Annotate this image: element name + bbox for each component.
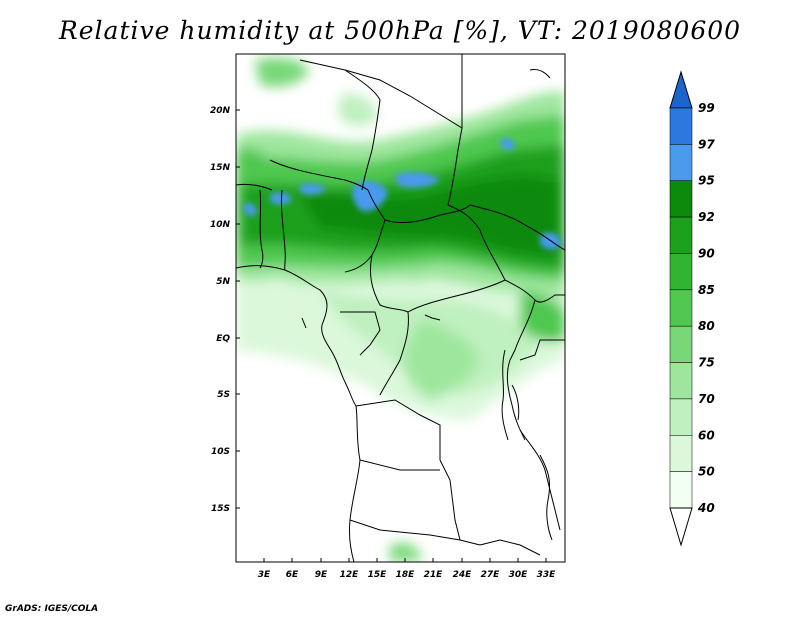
lat-tick-label: 10N (210, 220, 231, 230)
colorbar-label: 95 (698, 174, 715, 188)
map-title: Relative humidity at 500hPa [%], VT: 201… (58, 16, 742, 45)
colorbar-box (669, 289, 693, 327)
lat-axis: 20N 15N 10N 5N EQ 5S 10S 15S (210, 106, 240, 514)
colorbar: 99 97 95 92 90 85 80 75 70 60 50 40 (669, 70, 715, 547)
colorbar-box (669, 107, 693, 145)
lon-tick-label: 12E (340, 570, 360, 580)
lon-tick-label: 24E (453, 570, 473, 580)
lat-tick-label: 5S (217, 390, 230, 400)
colorbar-box (669, 180, 693, 218)
colorbar-top-arrow (669, 70, 693, 109)
colorbar-label: 92 (698, 210, 715, 224)
footer-credit: GrADS: IGES/COLA (5, 604, 99, 614)
colorbar-label: 70 (698, 392, 715, 406)
colorbar-label: 50 (698, 465, 715, 479)
colorbar-box (669, 253, 693, 291)
lat-tick-label: EQ (216, 334, 230, 344)
colorbar-label: 97 (698, 137, 715, 151)
colorbar-box (669, 471, 693, 509)
colorbar-box (669, 398, 693, 436)
lat-tick-label: 10S (211, 447, 230, 457)
lat-tick-label: 5N (216, 277, 230, 287)
colorbar-box (669, 435, 693, 472)
lon-tick-label: 18E (396, 570, 416, 580)
colorbar-box (669, 216, 693, 254)
colorbar-label: 80 (698, 319, 715, 333)
colorbar-label: 85 (698, 283, 715, 297)
lon-tick-label: 21E (424, 570, 444, 580)
lon-tick-label: 33E (537, 570, 557, 580)
lon-tick-label: 15E (368, 570, 388, 580)
lon-tick-label: 3E (258, 570, 271, 580)
lon-tick-label: 30E (509, 570, 529, 580)
boundaries (236, 54, 565, 562)
colorbar-label: 60 (698, 428, 715, 442)
lat-tick-label: 20N (210, 106, 231, 116)
colorbar-label: 90 (698, 246, 715, 260)
lon-axis: 3E 6E 9E 12E 15E 18E 21E 24E 27E 30E 33E (258, 558, 556, 580)
lon-tick-label: 6E (286, 570, 299, 580)
colorbar-bottom-arrow (669, 507, 693, 547)
lon-tick-label: 9E (315, 570, 328, 580)
colorbar-box (669, 144, 693, 181)
map-frame (235, 53, 566, 563)
lon-tick-label: 27E (481, 570, 501, 580)
colorbar-box (669, 325, 693, 363)
colorbar-label: 75 (698, 356, 715, 370)
humidity-field (236, 54, 565, 562)
lat-tick-label: 15S (211, 504, 230, 514)
colorbar-box (669, 362, 693, 400)
colorbar-label: 99 (698, 101, 715, 115)
colorbar-label: 40 (697, 501, 715, 515)
lat-tick-label: 15N (210, 163, 231, 173)
